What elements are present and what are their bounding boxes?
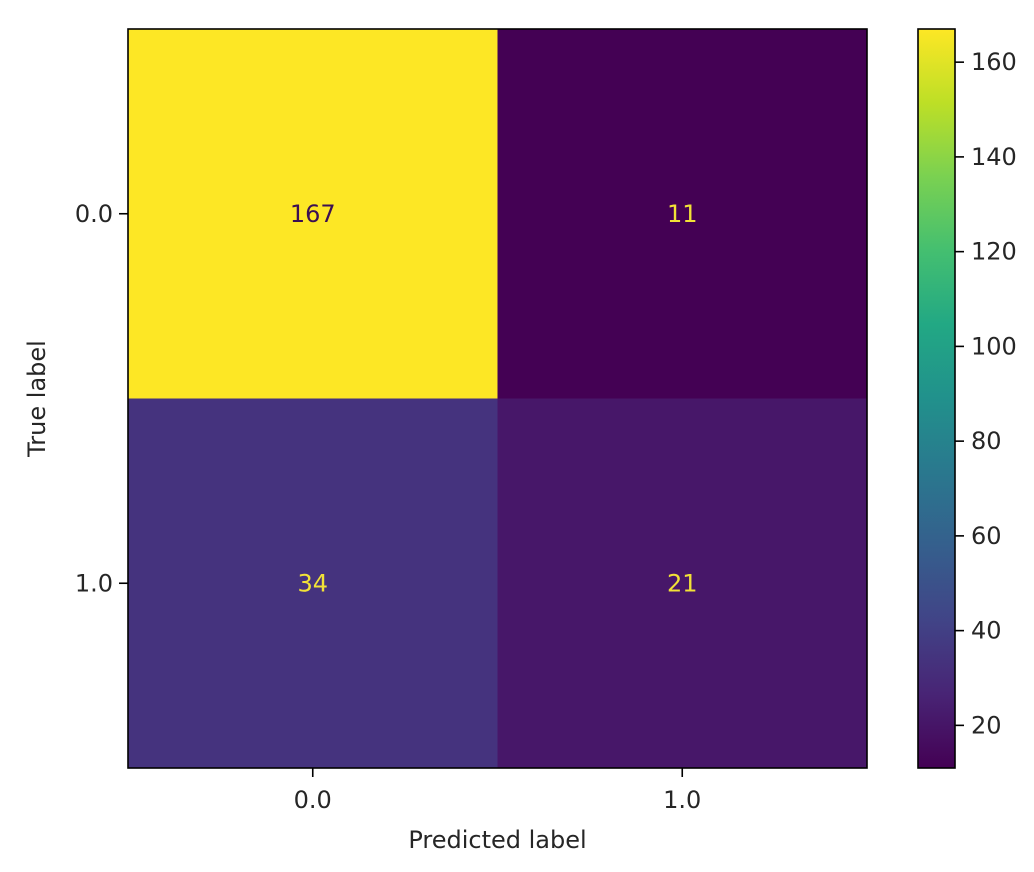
y-axis-ticks: 0.0 1.0 (75, 200, 128, 597)
heatmap-cell (128, 398, 498, 769)
heatmap-cell (497, 29, 868, 399)
cell-value-label: 167 (290, 200, 336, 228)
colorbar-tick-label: 40 (971, 617, 1002, 645)
heatmap-cell (497, 398, 868, 769)
heatmap-cell (128, 29, 498, 399)
colorbar-tick-label: 80 (971, 427, 1002, 455)
colorbar-gradient (918, 29, 955, 768)
x-tick-label: 1.0 (663, 786, 701, 814)
colorbar-ticks: 20 40 60 80 100 120 140 160 (955, 48, 1017, 739)
plot-frame (127, 28, 868, 769)
cell-value-label: 11 (667, 200, 698, 228)
x-axis-ticks: 0.0 1.0 (294, 768, 701, 814)
colorbar-tick-label: 20 (971, 711, 1002, 739)
cell-value-label: 34 (297, 569, 328, 597)
colorbar-frame (917, 28, 956, 769)
x-axis-label: Predicted label (408, 826, 586, 854)
cell-value-labels: 167 11 34 21 (290, 200, 698, 598)
colorbar-tick-label: 100 (971, 332, 1017, 360)
colorbar-tick-label: 140 (971, 143, 1017, 171)
colorbar: 20 40 60 80 100 120 140 160 (917, 28, 1017, 769)
colorbar-tick-label: 60 (971, 522, 1002, 550)
colorbar-tick-label: 160 (971, 48, 1017, 76)
x-tick-label: 0.0 (294, 786, 332, 814)
cell-value-label: 21 (667, 569, 698, 597)
y-axis-label: True label (23, 340, 51, 458)
y-tick-label: 0.0 (75, 200, 113, 228)
y-tick-label: 1.0 (75, 569, 113, 597)
colorbar-tick-label: 120 (971, 238, 1017, 266)
heatmap-cells (128, 29, 868, 769)
